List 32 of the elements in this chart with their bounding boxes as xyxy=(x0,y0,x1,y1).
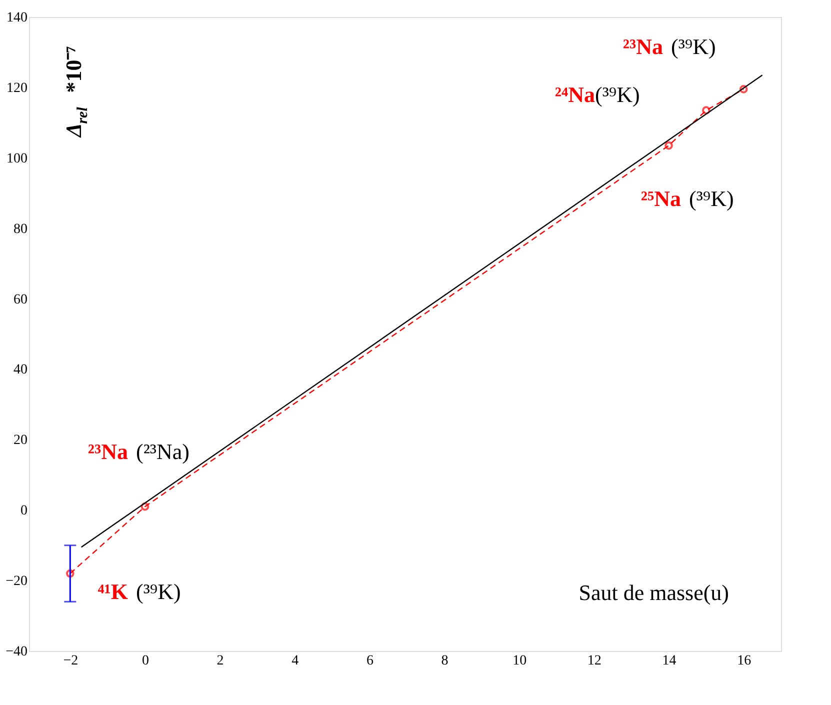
x-tick-label: 10 xyxy=(512,654,527,668)
y-tick-label: 20 xyxy=(14,433,28,448)
annotation: ²⁵Na (³⁹K) xyxy=(640,186,734,211)
point xyxy=(140,502,150,511)
point xyxy=(66,569,74,578)
x-tick-label: 2 xyxy=(216,654,224,668)
y-tick-label: 40 xyxy=(14,362,28,378)
x-tick-label: 0 xyxy=(142,654,149,668)
y-tick-label: 0 xyxy=(20,504,28,519)
y-tick-label: 80 xyxy=(14,222,28,237)
x-tick-label: 12 xyxy=(587,654,602,668)
y-axis-title: Δrel *10⁻⁷ xyxy=(61,46,91,138)
x-tick-label: 6 xyxy=(366,654,374,668)
y-tick-label: −40 xyxy=(6,644,28,660)
x-tick-label: 4 xyxy=(292,654,299,668)
x-tick-label: −2 xyxy=(63,654,78,668)
annotation: ²³Na (³⁹K) xyxy=(622,34,716,59)
x-tick-label: 16 xyxy=(737,654,752,668)
y-tick-label: 140 xyxy=(6,10,28,26)
annotation: ⁴¹K (³⁹K) xyxy=(98,579,181,604)
y-tick-label: 120 xyxy=(6,80,28,96)
x-tick-label: 8 xyxy=(441,654,448,668)
x-axis-title: Saut de masse(u) xyxy=(578,580,729,605)
y-tick-label: 100 xyxy=(6,151,28,166)
x-tick-label: 14 xyxy=(662,654,676,668)
point xyxy=(739,85,748,94)
y-tick-label: 60 xyxy=(14,292,28,308)
annotation: ²³Na (²³Na) xyxy=(88,439,190,464)
point xyxy=(664,141,673,150)
annotation: ²⁴Na(³⁹K) xyxy=(554,82,640,107)
y-tick-label: −20 xyxy=(6,574,28,590)
point xyxy=(702,106,710,114)
